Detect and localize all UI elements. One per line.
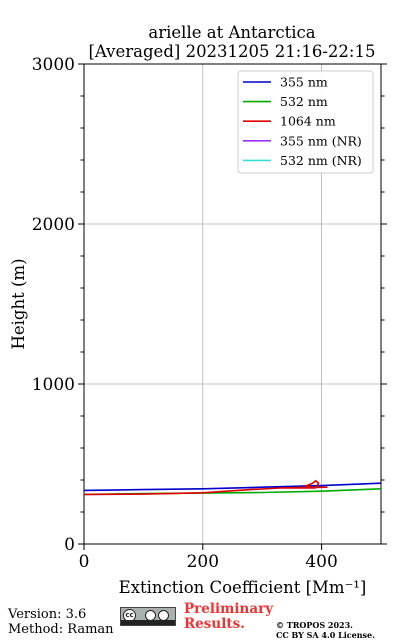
copyright-line1: © TROPOS 2023. bbox=[276, 620, 353, 630]
y-axis-label: Height (m) bbox=[9, 258, 28, 349]
preliminary-line2: Results. bbox=[184, 616, 245, 632]
series-line-0 bbox=[84, 482, 381, 492]
legend-label-0: 355 nm bbox=[280, 75, 328, 90]
y-tick-label: 2000 bbox=[32, 215, 75, 235]
legend-label-3: 355 nm (NR) bbox=[280, 133, 362, 148]
legend-label-2: 1064 nm bbox=[280, 114, 336, 129]
legend-label-4: 532 nm (NR) bbox=[280, 153, 362, 168]
legend-box bbox=[237, 70, 374, 174]
y-tick-label: 0 bbox=[64, 535, 75, 555]
copyright-note: © TROPOS 2023. CC BY SA 4.0 License. bbox=[276, 620, 375, 640]
cc-by-sa-icon: cc bbox=[120, 607, 176, 626]
series-line-2 bbox=[84, 479, 328, 496]
extinction-profile-chart: 0 1000 2000 3000 0 200 400 Extinction Coefficie… bbox=[9, 55, 387, 597]
y-tick-label: 1000 bbox=[32, 375, 75, 395]
copyright-line2: CC BY SA 4.0 License. bbox=[276, 630, 375, 640]
chart-title-line2: [Averaged] 20231205 21:16-22:15 bbox=[88, 42, 376, 61]
x-tick-label: 0 bbox=[79, 552, 90, 572]
x-tick-label: 200 bbox=[187, 552, 219, 572]
preliminary-line1: Preliminary bbox=[184, 601, 274, 617]
x-tick-label: 400 bbox=[305, 552, 337, 572]
legend-label-1: 532 nm bbox=[280, 94, 328, 109]
method-label: Method: Raman bbox=[8, 622, 114, 637]
version-label: Version: 3.6 bbox=[8, 607, 87, 622]
y-tick-label: 3000 bbox=[32, 55, 75, 75]
chart-title-line1: arielle at Antarctica bbox=[148, 23, 316, 42]
plot-frame bbox=[83, 63, 382, 545]
x-axis-label: Extinction Coefficient [Mm⁻¹] bbox=[119, 578, 367, 597]
preliminary-results-note: Preliminary Results. bbox=[184, 602, 273, 632]
